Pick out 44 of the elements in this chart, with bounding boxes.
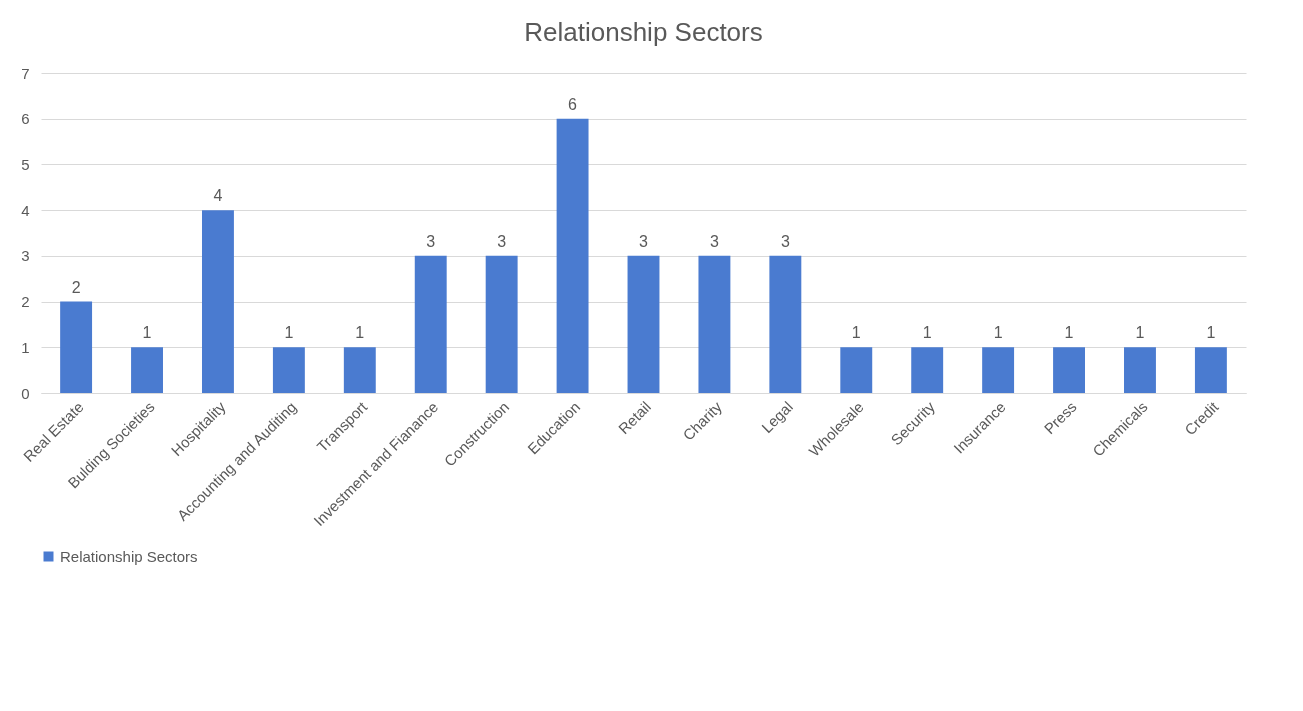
data-label: 1: [355, 324, 365, 342]
bar: [982, 347, 1015, 393]
bar: [414, 255, 447, 393]
y-tick-label: 5: [21, 155, 30, 173]
data-label: 3: [426, 232, 436, 250]
bar: [202, 210, 234, 393]
y-tick-label: 1: [21, 338, 30, 356]
bar: [627, 255, 660, 393]
bar: [769, 255, 802, 393]
data-label: 1: [993, 324, 1003, 342]
bar: [556, 118, 589, 393]
data-label: 1: [922, 324, 932, 342]
legend-label: Relationship Sectors: [60, 547, 198, 565]
bar: [60, 301, 93, 393]
bar: [272, 347, 305, 393]
bar: [1194, 347, 1227, 393]
bar: [840, 347, 873, 393]
chart-title: Relationship Sectors: [524, 17, 763, 47]
bar: [698, 255, 731, 393]
bar: [485, 255, 518, 393]
y-tick-label: 0: [21, 384, 30, 402]
y-tick-label: 4: [21, 201, 30, 219]
bar: [911, 347, 944, 393]
bar: [343, 347, 376, 393]
bar: [131, 347, 163, 393]
data-label: 4: [213, 187, 223, 205]
data-label: 1: [851, 324, 861, 342]
data-label: 1: [1135, 324, 1145, 342]
data-label: 3: [709, 232, 719, 250]
data-label: 1: [142, 324, 152, 342]
data-label: 6: [568, 95, 578, 113]
data-label: 1: [284, 324, 294, 342]
bar: [1053, 347, 1085, 393]
y-tick-label: 3: [21, 247, 30, 265]
data-label: 3: [780, 232, 790, 250]
y-tick-label: 7: [21, 64, 30, 82]
data-label: 3: [497, 232, 507, 250]
data-label: 3: [639, 232, 649, 250]
data-label: 2: [71, 278, 81, 296]
data-label: 1: [1064, 324, 1074, 342]
y-tick-label: 2: [21, 293, 30, 311]
bar: [1124, 347, 1156, 393]
y-tick-label: 6: [21, 110, 30, 128]
data-label: 1: [1206, 324, 1216, 342]
